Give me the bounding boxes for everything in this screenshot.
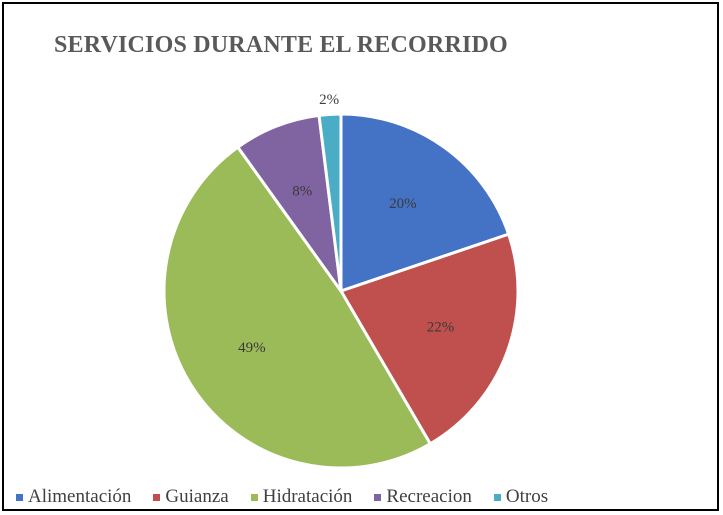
pie-slice-otros <box>317 112 343 292</box>
legend-item-alimentacion: Alimentación <box>16 486 131 508</box>
legend-label: Alimentación <box>28 486 132 507</box>
legend-item-guianza: Guianza <box>153 486 229 508</box>
pie-data-labels: 20% 22% 49% 8% 2% <box>238 92 454 356</box>
pie-slice-guianza <box>338 232 520 446</box>
legend-item-hidratacion: Hidratación <box>250 486 353 508</box>
data-label: 8% <box>292 184 312 200</box>
legend-swatch <box>16 493 23 501</box>
data-label: 2% <box>319 92 339 108</box>
legend-swatch <box>493 493 501 501</box>
pie-slices <box>162 112 520 470</box>
legend-item-otros: Otros <box>493 486 549 508</box>
legend-label: Guianza <box>165 486 229 507</box>
legend-label: Hidratación <box>262 486 353 507</box>
data-label: 22% <box>427 320 455 336</box>
legend-label: Otros <box>505 486 549 507</box>
legend-swatch <box>374 493 382 501</box>
legend-swatch <box>250 493 258 501</box>
pie-slice-hidratacion <box>162 145 433 470</box>
legend-item-recreacion: Recreacion <box>374 486 472 508</box>
data-label: 49% <box>238 340 266 356</box>
chart-title: SERVICIOS DURANTE EL RECORRIDO <box>54 32 508 58</box>
chart-legend: Alimentación Guianza Hidratación Recreac… <box>16 486 548 508</box>
pie-chart: 20% 22% 49% 8% 2% <box>162 92 520 470</box>
data-label: 20% <box>389 196 417 212</box>
pie-slice-alimentacion <box>339 112 511 294</box>
legend-swatch <box>153 493 161 501</box>
legend-label: Recreacion <box>386 486 472 507</box>
